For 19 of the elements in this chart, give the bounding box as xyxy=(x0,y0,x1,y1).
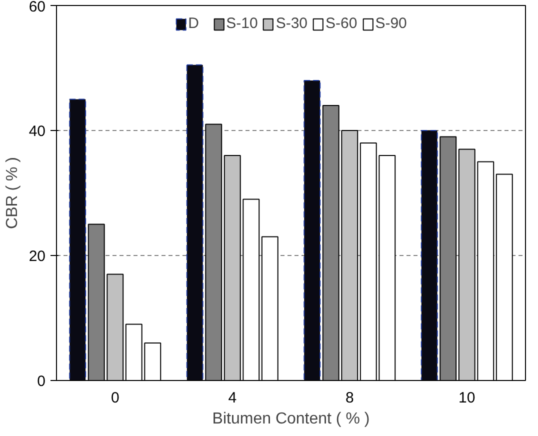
y-tick-label: 40 xyxy=(28,123,46,140)
y-tick-label: 60 xyxy=(28,0,46,16)
bar xyxy=(69,98,86,380)
x-tick-label: 8 xyxy=(345,390,354,406)
legend-label: D xyxy=(188,15,200,32)
x-tick-label: 0 xyxy=(110,390,120,406)
legend-label: S-10 xyxy=(226,15,258,32)
y-tick-label: 20 xyxy=(28,248,46,265)
legend-label: S-30 xyxy=(276,15,308,32)
x-tick-label: 10 xyxy=(458,390,476,406)
x-axis-title: Bitumen Content ( % ) xyxy=(212,410,370,428)
legend-label: S-60 xyxy=(326,15,358,32)
x-tick-label: 4 xyxy=(228,390,237,406)
y-axis-title: CBR ( % ) xyxy=(4,157,21,229)
legend-label: S-90 xyxy=(375,15,407,32)
bar xyxy=(186,64,204,380)
bar xyxy=(420,130,438,380)
bar xyxy=(304,80,321,380)
y-tick-label: 0 xyxy=(37,373,46,390)
